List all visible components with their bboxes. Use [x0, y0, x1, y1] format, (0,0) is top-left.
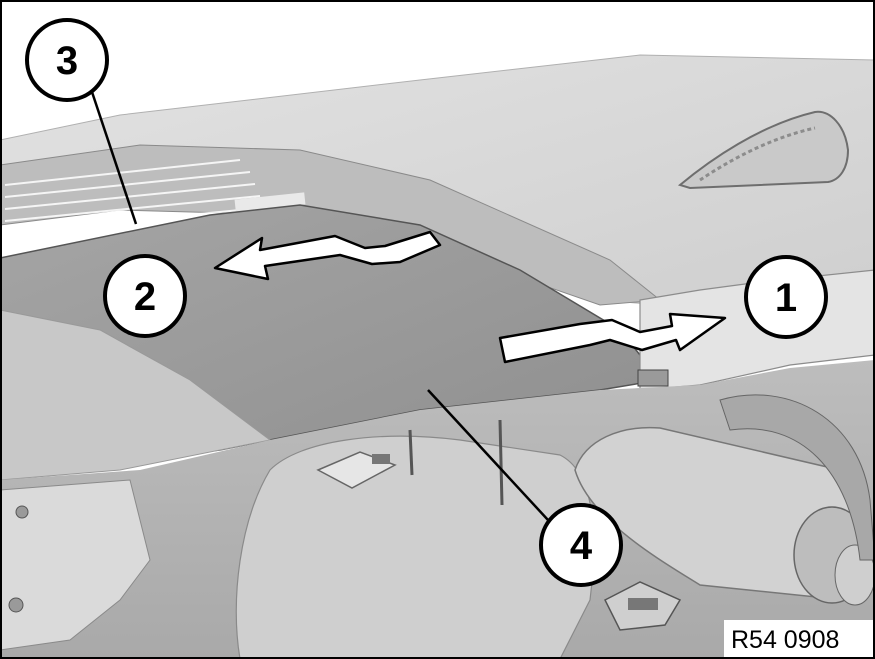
callout-4: 4 — [539, 503, 623, 587]
figure-reference-text: R54 0908 — [731, 626, 839, 654]
trim-clip — [637, 369, 669, 387]
callout-3: 3 — [25, 18, 109, 102]
callout-4-label: 4 — [570, 524, 593, 568]
figure-reference: R54 0908 — [724, 620, 875, 659]
callout-2: 2 — [103, 254, 187, 338]
arrow-1 — [498, 312, 727, 364]
leader-line-4 — [427, 389, 549, 521]
antenna-detail — [699, 126, 816, 182]
bracket-screw — [15, 505, 29, 519]
console-button — [372, 454, 390, 464]
fitting-slot — [628, 598, 658, 610]
bracket-hole — [8, 597, 24, 613]
left-bracket — [0, 479, 151, 651]
right-ring — [719, 394, 875, 561]
callout-3-label: 3 — [56, 39, 78, 83]
callout-1: 1 — [744, 255, 828, 339]
slat-clip — [234, 192, 306, 212]
arrow-2 — [213, 230, 442, 281]
roof-slats — [4, 159, 261, 234]
callout-1-label: 1 — [775, 276, 797, 320]
leader-line-3 — [90, 91, 138, 225]
callout-2-label: 2 — [134, 275, 156, 319]
roof-antenna — [677, 110, 850, 190]
mounting-posts — [408, 419, 504, 506]
